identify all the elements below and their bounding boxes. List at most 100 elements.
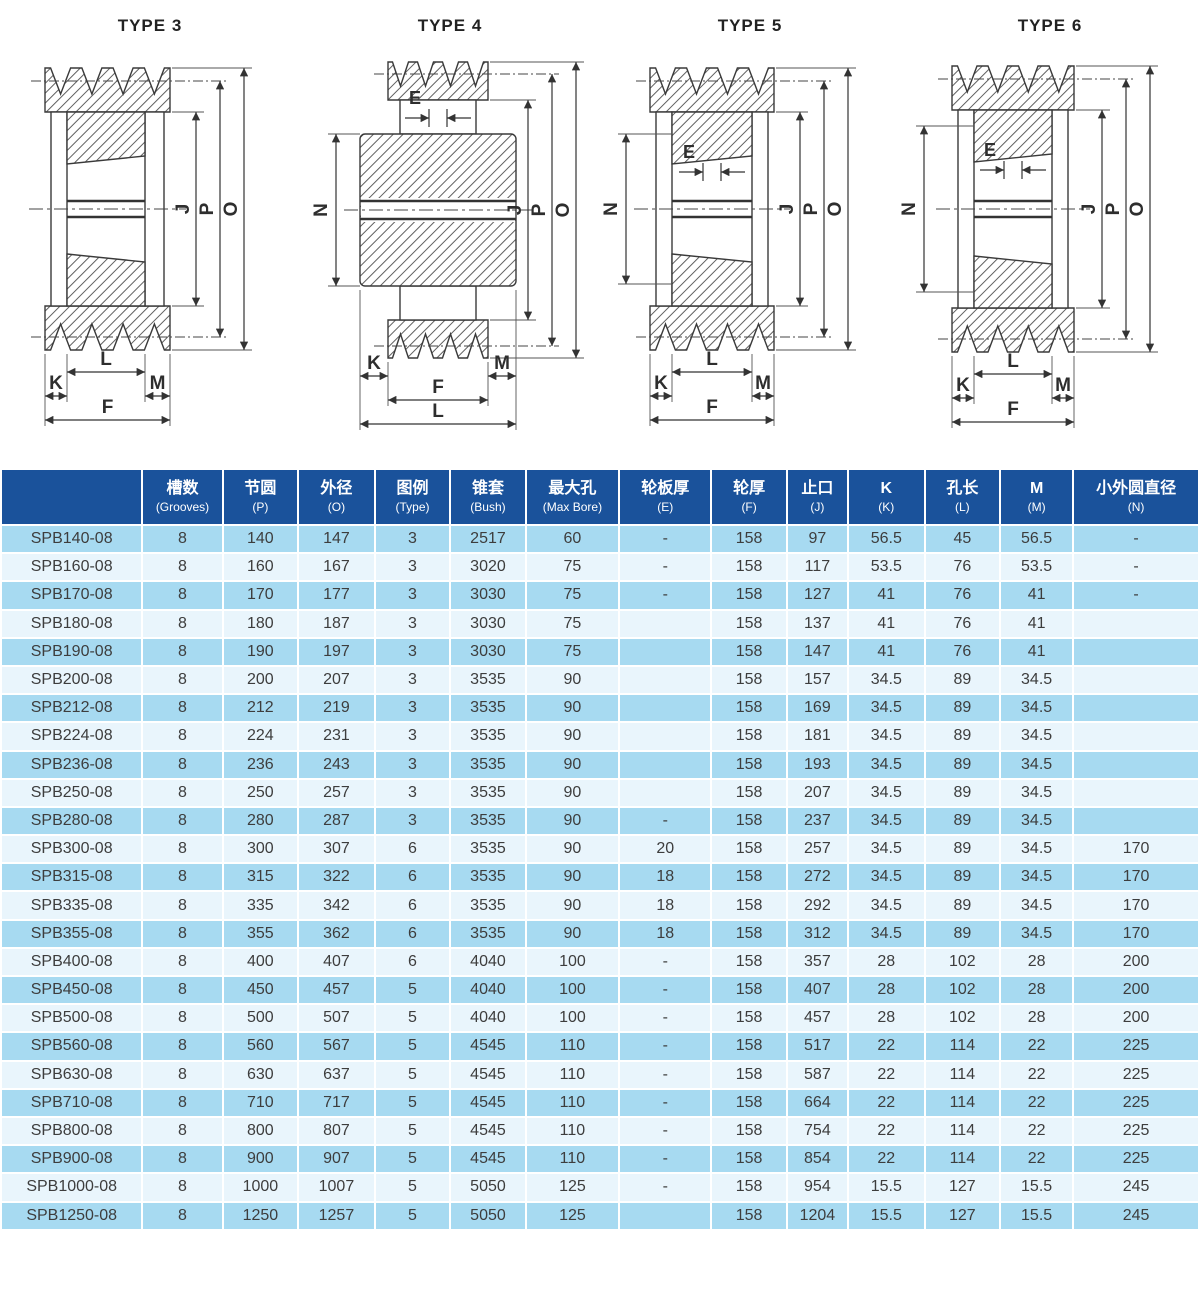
col-header-en: (F) — [741, 500, 757, 515]
value-cell-k: 28 — [846, 1003, 926, 1034]
table-row: SPB450-08 8 450 457 5 4040 100-158 407 28 102 28 20… — [0, 974, 1200, 1006]
value-cell-n: 225 — [1072, 1144, 1200, 1175]
header-row: 槽数 (Grooves) 节圆 (P) 外径 (O) 图例 (Type) 锥套 (Bush) 最大孔… — [0, 468, 1200, 526]
col-header-grooves: 槽数 (Grooves) — [141, 468, 224, 526]
model-cell: SPB140-08 — [0, 523, 144, 555]
value-cell-type: 3 — [373, 523, 452, 555]
value-cell-k: 53.5 — [846, 552, 926, 583]
pulley-cross-section-diagram: J P O N E L K M F — [601, 67, 856, 426]
value-cell-maxbore: 60 — [524, 523, 621, 555]
value-cell-m: 15.5 — [999, 1200, 1075, 1231]
value-cell-maxbore: 90 — [524, 890, 621, 921]
value-cell-grooves: 8 — [141, 580, 224, 611]
value-cell-n — [1072, 608, 1200, 639]
taper-bush-bottom — [973, 255, 1053, 309]
value-cell-j: 117 — [785, 552, 849, 583]
value-cell-od-o: 177 — [297, 580, 376, 611]
value-cell-od-o: 167 — [297, 552, 376, 583]
col-header-m: M (M) — [999, 468, 1075, 526]
dimension-label: F — [706, 397, 718, 418]
value-cell-j: 954 — [785, 1172, 849, 1203]
table-header: 槽数 (Grooves) 节圆 (P) 外径 (O) 图例 (Type) 锥套 (Bush) 最大孔… — [0, 468, 1200, 526]
value-cell-type: 6 — [373, 918, 452, 949]
drawing-title-type-6: TYPE 6 — [1017, 16, 1083, 35]
value-cell-pitch-p: 236 — [221, 749, 300, 780]
model-cell: SPB355-08 — [0, 918, 144, 949]
value-cell-k: 34.5 — [846, 693, 926, 724]
dimension-label: O — [1127, 202, 1148, 217]
value-cell-grooves: 8 — [141, 946, 224, 978]
value-cell-k: 22 — [846, 1115, 926, 1147]
value-cell-e — [618, 664, 713, 696]
value-cell-n: 170 — [1072, 834, 1200, 865]
value-cell-j: 207 — [785, 777, 849, 808]
dimension-label: L — [100, 349, 112, 370]
value-cell-bush: 4040 — [449, 974, 527, 1006]
value-cell-l: 89 — [923, 890, 1002, 921]
value-cell-bush: 4545 — [449, 1031, 527, 1062]
value-cell-l: 89 — [923, 664, 1002, 696]
value-cell-bush: 5050 — [449, 1172, 527, 1203]
col-header-cn: 轮板厚 — [641, 480, 690, 498]
col-header-en: (Bush) — [470, 500, 506, 515]
value-cell-m: 56.5 — [999, 523, 1075, 555]
value-cell-m: 53.5 — [999, 552, 1075, 583]
table-row: SPB710-08 8 710 717 5 4545 110-158 664 22 114 22 22… — [0, 1087, 1200, 1118]
value-cell-f: 158 — [710, 664, 788, 696]
value-cell-m: 34.5 — [999, 749, 1075, 780]
value-cell-bush: 3535 — [449, 693, 527, 724]
value-cell-type: 3 — [373, 552, 452, 583]
value-cell-pitch-p: 630 — [221, 1059, 300, 1090]
value-cell-od-o: 362 — [297, 918, 376, 949]
model-cell: SPB450-08 — [0, 974, 144, 1006]
value-cell-f: 158 — [710, 1003, 788, 1034]
value-cell-od-o: 322 — [297, 862, 376, 893]
value-cell-e: - — [618, 1115, 713, 1147]
value-cell-bush: 3030 — [449, 608, 527, 639]
value-cell-type: 3 — [373, 693, 452, 724]
value-cell-n: - — [1072, 523, 1200, 555]
value-cell-grooves: 8 — [141, 862, 224, 893]
value-cell-j: 193 — [785, 749, 849, 780]
value-cell-pitch-p: 250 — [221, 777, 300, 808]
col-header-cn: 锥套 — [471, 480, 504, 498]
value-cell-maxbore: 90 — [524, 918, 621, 949]
value-cell-grooves: 8 — [141, 1003, 224, 1034]
model-cell: SPB280-08 — [0, 805, 144, 837]
value-cell-k: 56.5 — [846, 523, 926, 555]
value-cell-k: 22 — [846, 1059, 926, 1090]
value-cell-maxbore: 100 — [524, 974, 621, 1006]
spec-table: 槽数 (Grooves) 节圆 (P) 外径 (O) 图例 (Type) 锥套 (Bush) 最大孔… — [0, 468, 1200, 1231]
model-cell: SPB1000-08 — [0, 1172, 144, 1203]
rim-top — [387, 61, 489, 101]
value-cell-grooves: 8 — [141, 664, 224, 696]
value-cell-k: 34.5 — [846, 749, 926, 780]
value-cell-f: 158 — [710, 1172, 788, 1203]
value-cell-type: 6 — [373, 946, 452, 978]
taper-bush-top — [66, 111, 146, 165]
value-cell-k: 34.5 — [846, 777, 926, 808]
value-cell-type: 5 — [373, 974, 452, 1006]
value-cell-j: 169 — [785, 693, 849, 724]
taper-bush-bottom — [671, 253, 753, 307]
value-cell-n: 200 — [1072, 974, 1200, 1006]
value-cell-e: 20 — [618, 834, 713, 865]
model-cell: SPB1250-08 — [0, 1200, 144, 1231]
value-cell-l: 76 — [923, 636, 1002, 667]
value-cell-k: 28 — [846, 946, 926, 978]
dimension-label: O — [221, 202, 242, 217]
table-row: SPB560-08 8 560 567 5 4545 110-158 517 22 114 22 22… — [0, 1031, 1200, 1062]
value-cell-m: 34.5 — [999, 862, 1075, 893]
dimension-label: L — [706, 349, 718, 370]
value-cell-e — [618, 749, 713, 780]
value-cell-maxbore: 125 — [524, 1172, 621, 1203]
col-header-en: (Type) — [395, 500, 430, 515]
col-header-l: 孔长 (L) — [923, 468, 1002, 526]
value-cell-j: 587 — [785, 1059, 849, 1090]
dimension-label: F — [102, 397, 114, 418]
value-cell-maxbore: 90 — [524, 805, 621, 837]
value-cell-n: 225 — [1072, 1059, 1200, 1090]
value-cell-m: 34.5 — [999, 805, 1075, 837]
value-cell-l: 89 — [923, 749, 1002, 780]
value-cell-od-o: 287 — [297, 805, 376, 837]
